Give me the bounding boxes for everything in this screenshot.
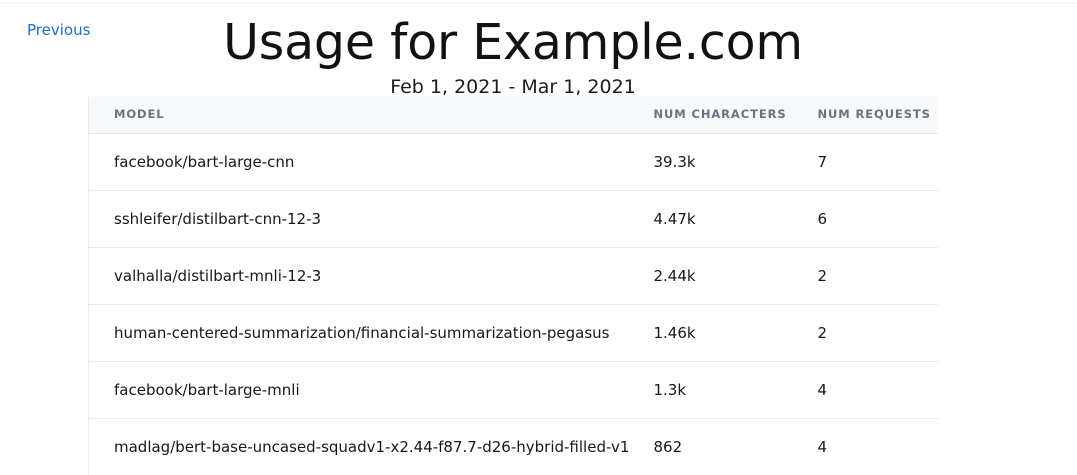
cell-num-requests: 4 (817, 361, 938, 419)
previous-link[interactable]: Previous (27, 21, 91, 39)
cell-num-requests: 6 (817, 190, 938, 248)
table-row[interactable]: human-centered-summarization/financial-s… (88, 304, 938, 362)
cell-num-requests: 2 (817, 247, 938, 305)
cell-model: human-centered-summarization/financial-s… (88, 304, 654, 362)
cell-model: madlag/bert-base-uncased-squadv1-x2.44-f… (88, 418, 654, 475)
top-divider (0, 3, 1077, 4)
cell-model: valhalla/distilbart-mnli-12-3 (88, 247, 654, 305)
cell-num-characters: 2.44k (653, 247, 818, 305)
cell-model: sshleifer/distilbart-cnn-12-3 (88, 190, 654, 248)
cell-num-characters: 4.47k (653, 190, 818, 248)
table-header: MODEL NUM CHARACTERS NUM REQUESTS (88, 96, 938, 134)
cell-num-requests: 7 (817, 133, 938, 191)
usage-table-container: MODEL NUM CHARACTERS NUM REQUESTS facebo… (88, 96, 938, 475)
cell-model: facebook/bart-large-mnli (88, 361, 654, 419)
column-header-num-characters[interactable]: NUM CHARACTERS (653, 96, 818, 134)
column-header-num-requests[interactable]: NUM REQUESTS (817, 96, 938, 134)
usage-table: MODEL NUM CHARACTERS NUM REQUESTS facebo… (88, 96, 938, 475)
cell-num-characters: 1.46k (653, 304, 818, 362)
table-row[interactable]: facebook/bart-large-mnli 1.3k 4 (88, 361, 938, 419)
table-body: facebook/bart-large-cnn 39.3k 7 sshleifer/d… (88, 133, 938, 475)
table-row[interactable]: sshleifer/distilbart-cnn-12-3 4.47k 6 (88, 190, 938, 248)
cell-num-characters: 39.3k (653, 133, 818, 191)
cell-num-characters: 862 (653, 418, 818, 475)
column-header-model[interactable]: MODEL (88, 96, 654, 134)
date-range-subtitle: Feb 1, 2021 - Mar 1, 2021 (390, 76, 636, 98)
table-row[interactable]: facebook/bart-large-cnn 39.3k 7 (88, 133, 938, 191)
table-header-row: MODEL NUM CHARACTERS NUM REQUESTS (88, 96, 938, 134)
cell-num-requests: 2 (817, 304, 938, 362)
page-heading: Usage for Example.com Feb 1, 2021 - Mar … (0, 14, 1026, 99)
cell-num-requests: 4 (817, 418, 938, 475)
cell-num-characters: 1.3k (653, 361, 818, 419)
cell-model: facebook/bart-large-cnn (88, 133, 654, 191)
table-row[interactable]: madlag/bert-base-uncased-squadv1-x2.44-f… (88, 418, 938, 475)
table-row[interactable]: valhalla/distilbart-mnli-12-3 2.44k 2 (88, 247, 938, 305)
page-title: Usage for Example.com (223, 14, 803, 71)
